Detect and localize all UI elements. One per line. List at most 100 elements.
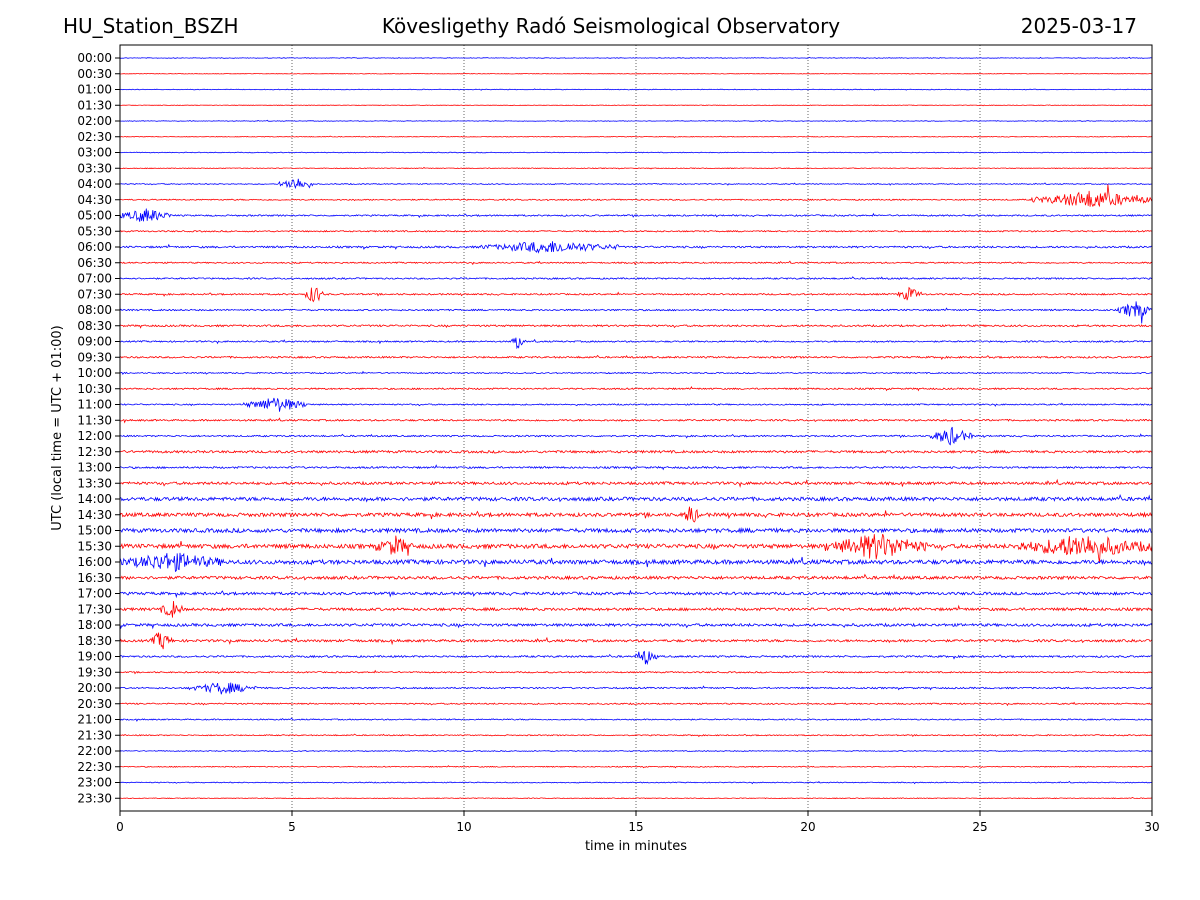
trace-0730 (119, 286, 1153, 303)
x-tick-label: 10 (456, 820, 471, 834)
trace-1030 (119, 386, 1153, 392)
y-tick-label: 22:30 (77, 760, 112, 774)
y-tick-label: 07:00 (77, 272, 112, 286)
trace-0600 (119, 241, 1153, 254)
y-tick-label: 10:30 (77, 382, 112, 396)
trace-0100 (119, 88, 1153, 91)
trace-2100 (119, 717, 1153, 722)
trace-0930 (119, 354, 1152, 361)
trace-1930 (119, 669, 1153, 675)
trace-1630 (119, 573, 1153, 581)
y-tick-label: 08:00 (77, 303, 112, 317)
y-tick-label: 19:00 (77, 650, 112, 664)
date-title: 2025-03-17 (1020, 14, 1137, 38)
y-tick-label: 03:30 (77, 161, 112, 175)
y-tick-label: 12:00 (77, 429, 112, 443)
trace-1400 (119, 494, 1153, 503)
y-tick-label: 09:30 (77, 350, 112, 364)
trace-0700 (119, 276, 1153, 281)
x-tick-label: 25 (972, 820, 987, 834)
y-tick-label: 02:30 (77, 130, 112, 144)
trace-0430 (119, 184, 1153, 208)
trace-1000 (119, 370, 1153, 375)
y-tick-label: 01:00 (77, 83, 112, 97)
trace-0330 (119, 166, 1152, 170)
y-tick-label: 20:00 (77, 681, 112, 695)
y-tick-label: 07:30 (77, 287, 112, 301)
trace-1230 (119, 449, 1153, 454)
trace-2000 (119, 682, 1153, 695)
trace-1800 (119, 622, 1153, 630)
y-tick-label: 02:00 (77, 114, 112, 128)
trace-0130 (120, 104, 1153, 107)
x-axis-title: time in minutes (585, 839, 687, 854)
trace-2300 (119, 780, 1153, 785)
y-tick-label: 21:30 (77, 728, 112, 742)
trace-2330 (119, 797, 1153, 800)
y-tick-label: 19:30 (77, 665, 112, 679)
y-tick-label: 03:00 (77, 146, 112, 160)
trace-0800 (119, 301, 1153, 324)
trace-1730 (119, 600, 1153, 618)
y-tick-label: 16:00 (77, 555, 112, 569)
grid-lines (291, 45, 981, 811)
trace-0200 (119, 119, 1153, 122)
y-tick-label: 04:30 (77, 193, 112, 207)
trace-1500 (119, 527, 1153, 534)
observatory-title: Kövesligethy Radó Seismological Observat… (381, 14, 841, 38)
y-tick-label: 00:00 (77, 51, 112, 65)
trace-1130 (119, 417, 1153, 424)
trace-1900 (119, 650, 1153, 666)
y-tick-label: 15:30 (77, 539, 112, 553)
y-tick-label: 13:30 (77, 476, 112, 490)
y-tick-label: 06:00 (77, 240, 112, 254)
x-tick-label: 30 (1144, 820, 1159, 834)
y-tick-label: 15:00 (77, 524, 112, 538)
trace-1700 (119, 590, 1153, 599)
x-axis-ticks: 0 5 10 15 20 25 30 (116, 811, 1160, 834)
y-tick-label: 16:30 (77, 571, 112, 585)
y-tick-label: 00:30 (77, 67, 112, 81)
trace-2230 (119, 765, 1153, 769)
trace-0530 (119, 229, 1153, 233)
y-tick-label: 17:30 (77, 602, 112, 616)
y-tick-label: 08:30 (77, 319, 112, 333)
trace-0300 (119, 151, 1153, 154)
y-tick-label: 18:30 (77, 634, 112, 648)
trace-0400 (120, 178, 1153, 190)
y-tick-label: 22:00 (77, 744, 112, 758)
y-tick-label: 01:30 (77, 98, 112, 112)
y-tick-label: 13:00 (77, 461, 112, 475)
trace-1830 (119, 632, 1153, 650)
y-tick-label: 20:30 (77, 697, 112, 711)
trace-1330 (119, 478, 1153, 488)
y-tick-label: 11:30 (77, 413, 112, 427)
trace-0630 (119, 260, 1153, 266)
trace-0230 (119, 135, 1153, 139)
x-tick-label: 5 (288, 820, 296, 834)
x-tick-label: 0 (116, 820, 124, 834)
trace-0000 (119, 56, 1153, 59)
y-tick-label: 09:00 (77, 335, 112, 349)
x-tick-label: 20 (800, 820, 815, 834)
y-tick-label: 11:00 (77, 398, 112, 412)
station-title: HU_Station_BSZH (63, 14, 239, 38)
y-tick-label: 05:30 (77, 224, 112, 238)
trace-1530 (119, 533, 1153, 564)
seismogram-traces (119, 56, 1153, 800)
trace-1300 (119, 464, 1153, 471)
trace-1200 (119, 426, 1153, 446)
y-tick-label: 14:30 (77, 508, 112, 522)
y-tick-label: 14:00 (77, 492, 112, 506)
trace-1600 (119, 552, 1153, 573)
y-tick-label: 18:00 (77, 618, 112, 632)
y-axis-title: UTC (local time = UTC + 01:00) (50, 325, 65, 530)
y-tick-label: 05:00 (77, 209, 112, 223)
trace-0830 (119, 323, 1153, 329)
y-tick-label: 23:30 (77, 791, 112, 805)
y-tick-label: 10:00 (77, 366, 112, 380)
y-tick-label: 12:30 (77, 445, 112, 459)
trace-1430 (119, 506, 1153, 523)
